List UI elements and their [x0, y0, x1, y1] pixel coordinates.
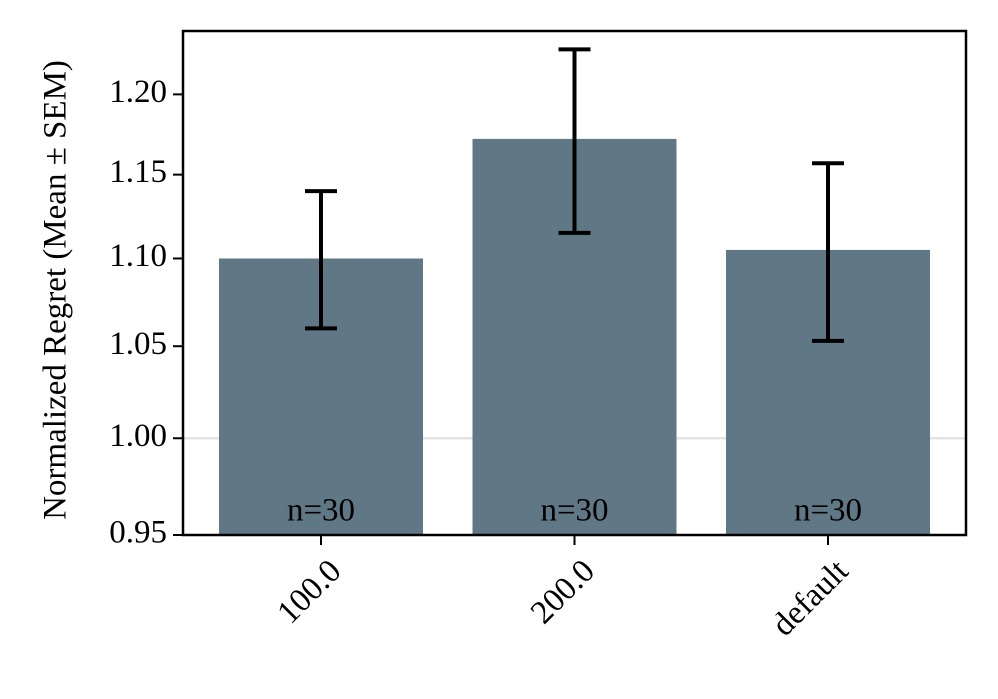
bar-annotation: n=30: [540, 493, 608, 529]
y-tick-label: 1.00: [109, 418, 167, 454]
y-tick-label: 1.15: [109, 154, 167, 190]
x-tick-label: default: [765, 553, 855, 643]
error-bar: [812, 161, 844, 343]
plot-frame: [181, 29, 968, 537]
x-tick-label: 100.0: [271, 553, 349, 631]
error-bar: [558, 47, 591, 235]
y-tick-label: 1.20: [109, 74, 167, 110]
bar-annotation: n=30: [287, 493, 355, 529]
error-bar: [305, 189, 337, 331]
y-tick-label: 0.95: [109, 515, 167, 551]
y-tick-label: 1.05: [109, 326, 167, 362]
x-tick-label: 200.0: [524, 553, 602, 631]
bar-annotation: n=30: [794, 493, 862, 529]
y-tick-label: 1.10: [109, 238, 167, 274]
y-axis-label: Normalized Regret (Mean ± SEM): [38, 60, 74, 520]
